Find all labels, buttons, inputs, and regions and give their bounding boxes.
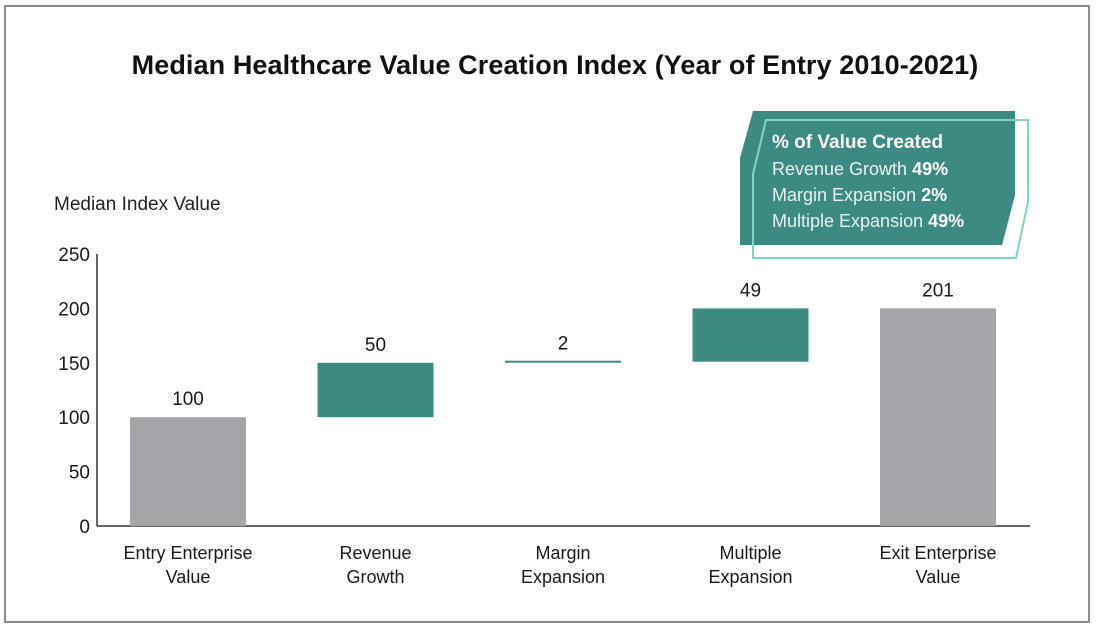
y-tick-label: 250 [58,245,90,266]
callout-item-value: 49% [928,211,965,231]
callout-fill [740,111,1015,245]
callout-item-label: Margin Expansion [772,185,917,205]
x-tick-label: Exit Enterprise [879,543,996,563]
callout-heading: % of Value Created [772,132,944,153]
data-label: 201 [922,280,954,301]
y-axis-label: Median Index Value [54,194,221,215]
x-tick-label: Multiple [719,543,781,563]
callout-item-label: Multiple Expansion [772,211,924,231]
data-label: 2 [558,334,569,355]
data-label: 50 [365,335,386,356]
callout-outline [752,119,1029,259]
x-tick-label: Value [916,567,961,587]
x-tick-label: Entry Enterprise [123,543,252,563]
x-tick-label: Growth [346,567,404,587]
chart-title: Median Healthcare Value Creation Index (… [131,50,979,80]
x-tick-label: Revenue [339,543,411,563]
bar-5 [880,308,996,526]
y-tick-label: 50 [69,463,90,484]
y-tick-label: 0 [79,517,90,538]
bar-3 [505,360,621,363]
data-label: 49 [740,280,761,301]
callout-item-value: 49% [912,159,949,179]
x-tick-label: Expansion [708,567,792,587]
callout-item-label: Revenue Growth [772,159,908,179]
y-tick-label: 100 [58,408,90,429]
bar-2 [317,362,434,418]
data-label: 100 [172,389,204,410]
bar-1 [130,417,246,526]
y-tick-label: 150 [58,354,90,375]
y-tick-label: 200 [58,299,90,320]
callout-text: % of Value Created Revenue Growth 49% Ma… [772,130,964,234]
x-tick-label: Value [166,567,211,587]
x-tick-label: Expansion [521,567,605,587]
callout-item-margin-expansion: Margin Expansion 2% [772,182,964,208]
callout-item-revenue-growth: Revenue Growth 49% [772,156,964,182]
callout-item-value: 2% [921,185,948,205]
x-tick-label: Margin [535,543,590,563]
chart-frame [4,5,1090,623]
callout-item-multiple-expansion: Multiple Expansion 49% [772,208,964,234]
bar-4 [692,308,809,362]
